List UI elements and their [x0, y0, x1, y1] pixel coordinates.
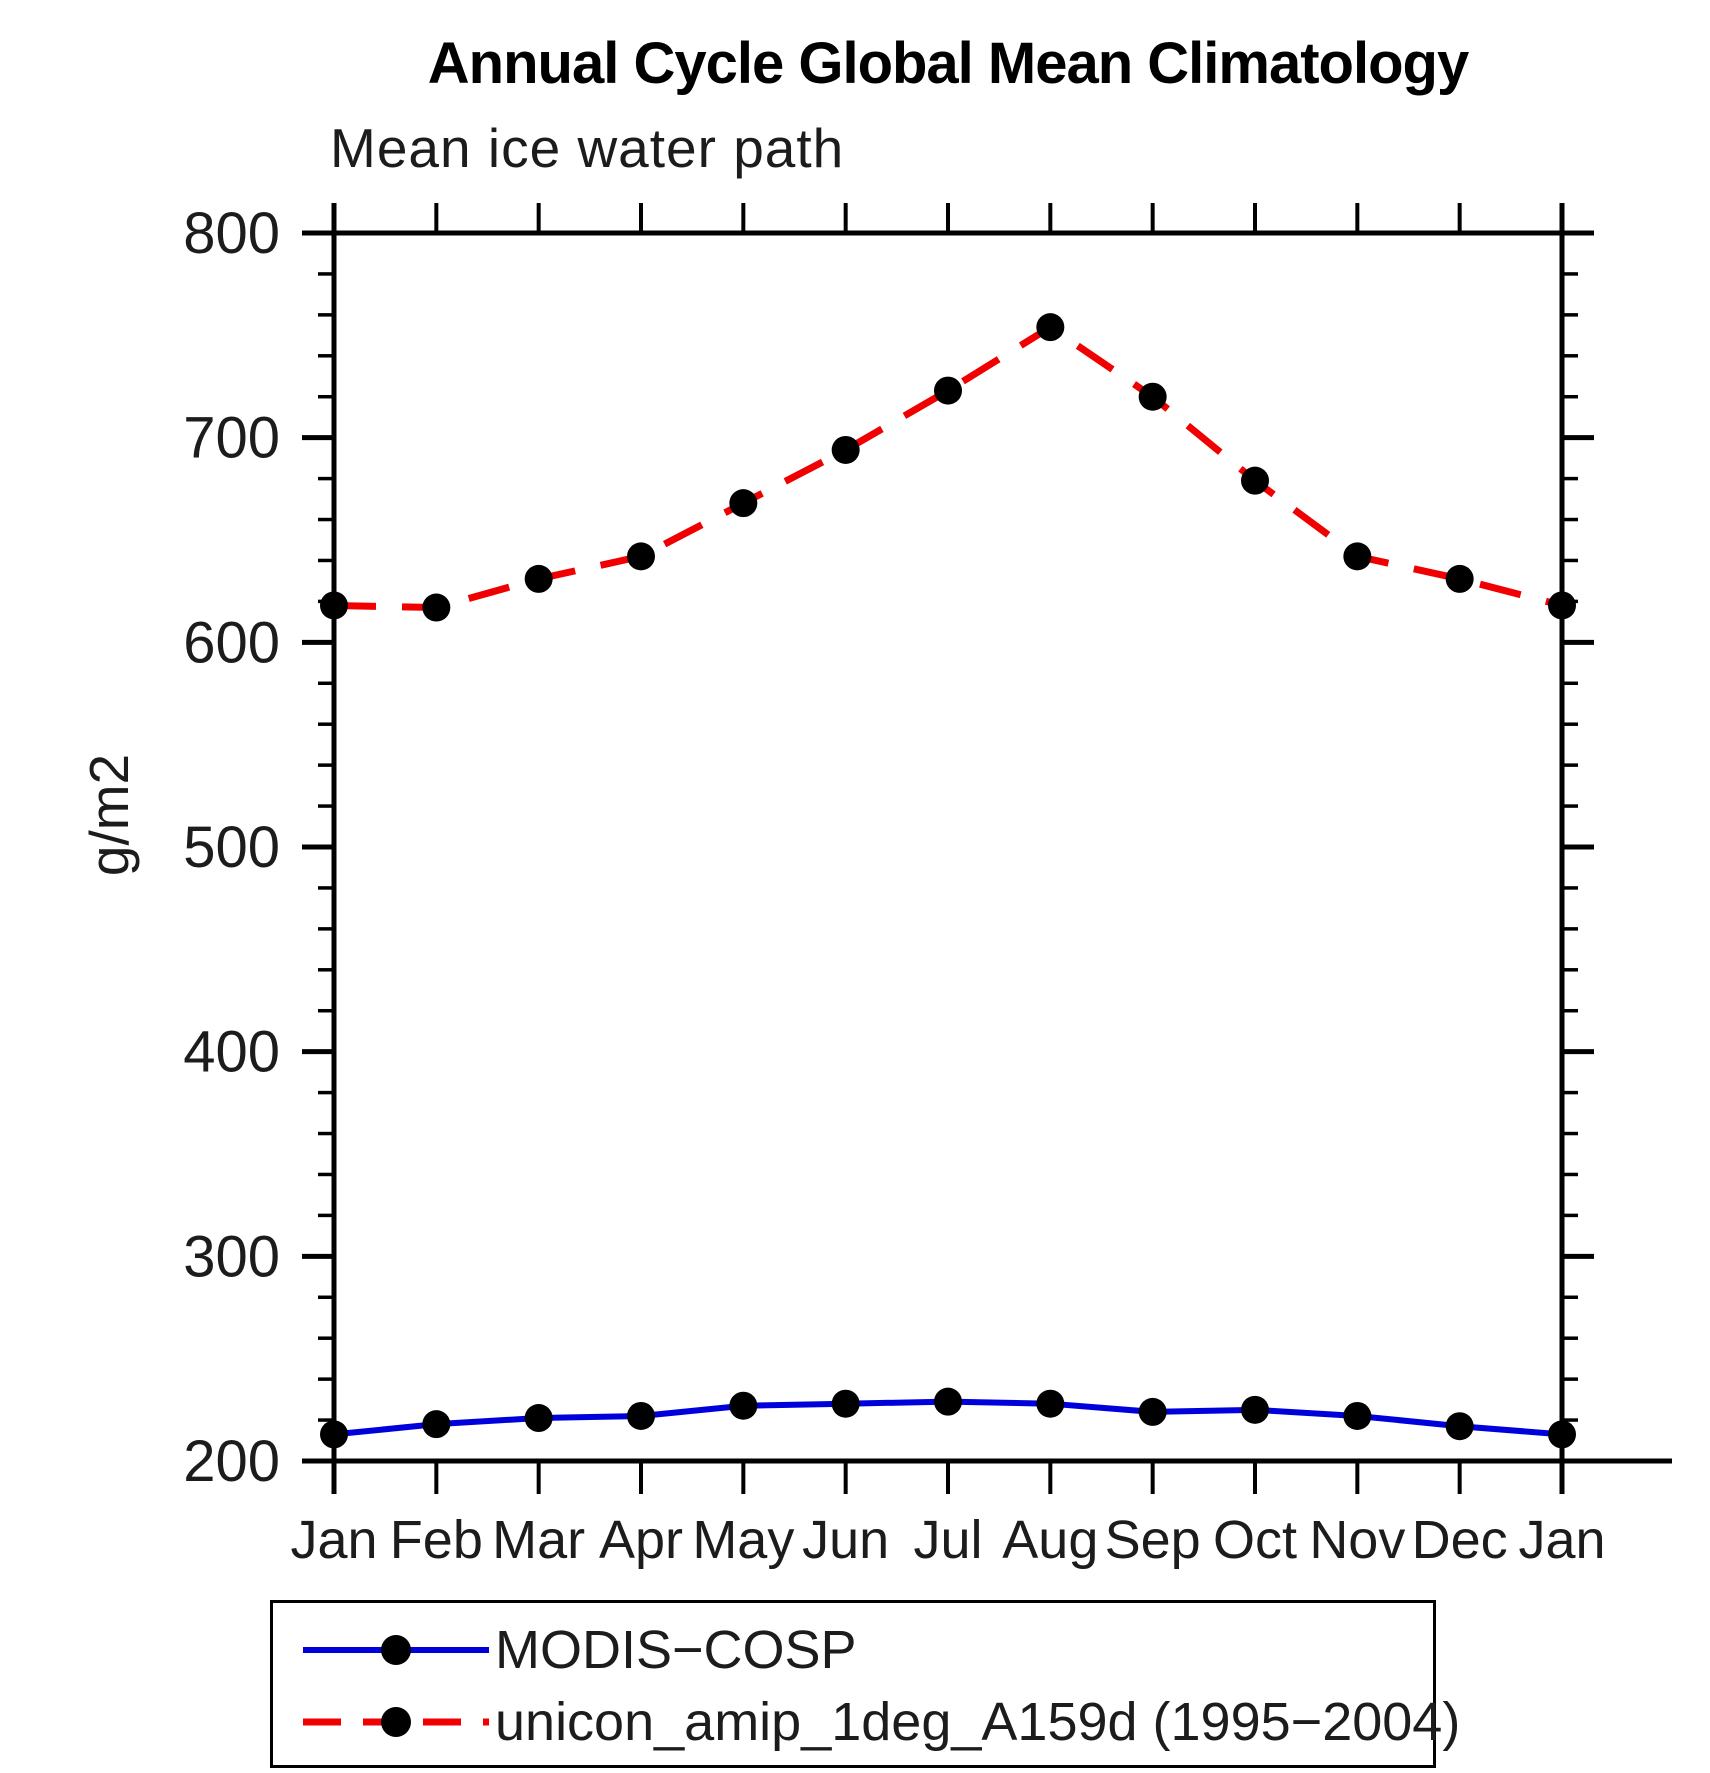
data-point-marker — [1138, 1397, 1167, 1426]
y-axis-tick-label: 200 — [183, 1429, 280, 1494]
y-axis-tick-label: 500 — [183, 815, 280, 880]
data-point-marker — [524, 564, 553, 593]
data-point-marker — [320, 1420, 348, 1449]
data-point-marker — [627, 542, 655, 571]
data-point-marker — [1241, 466, 1269, 495]
x-axis-tick-label: Jul — [913, 1510, 982, 1570]
data-point-marker — [422, 1410, 451, 1439]
data-point-marker — [1445, 564, 1474, 593]
x-axis-tick-label: Feb — [390, 1510, 483, 1570]
x-axis-tick-label: Oct — [1213, 1510, 1297, 1570]
data-point-marker — [1548, 591, 1576, 620]
x-axis-tick-label: Dec — [1412, 1510, 1508, 1570]
data-point-marker — [1241, 1395, 1269, 1424]
legend-marker-dot — [381, 1707, 411, 1737]
legend-item-unicon: unicon_amip_1deg_A159d (1995−2004) — [301, 1687, 1460, 1757]
x-axis-tick-label: Apr — [599, 1510, 683, 1570]
data-point-marker — [1548, 1420, 1576, 1449]
y-axis-tick-label: 300 — [183, 1224, 280, 1289]
data-point-marker — [422, 593, 451, 622]
data-point-marker — [1445, 1412, 1474, 1441]
x-axis-tick-label: Sep — [1105, 1510, 1201, 1570]
legend-label-modis: MODIS−COSP — [495, 1620, 857, 1680]
data-point-marker — [1343, 1401, 1372, 1430]
y-axis-tick-label: 800 — [183, 201, 280, 266]
x-axis-tick-label: Mar — [492, 1510, 585, 1570]
data-point-marker — [729, 489, 758, 518]
y-axis-tick-label: 700 — [183, 406, 280, 471]
x-axis-tick-label: May — [692, 1510, 794, 1570]
data-point-marker — [1036, 1389, 1065, 1418]
data-point-marker — [934, 376, 962, 405]
x-axis-tick-label: Jun — [802, 1510, 889, 1570]
legend-item-modis: MODIS−COSP — [301, 1615, 857, 1685]
data-point-marker — [1138, 382, 1167, 411]
x-axis-tick-label: Aug — [1002, 1510, 1098, 1570]
x-axis-tick-label: Nov — [1309, 1510, 1405, 1570]
legend-label-unicon: unicon_amip_1deg_A159d (1995−2004) — [495, 1692, 1461, 1752]
data-point-marker — [320, 591, 348, 620]
legend-sample-solid-line — [303, 1635, 489, 1665]
data-point-marker — [627, 1401, 655, 1430]
legend-sample-dashed-line — [303, 1707, 489, 1737]
legend: MODIS−COSP unicon_amip_1deg_A159d (1995−… — [270, 1600, 1460, 1768]
y-axis-title: g/m2 — [78, 754, 140, 876]
data-point-marker — [1343, 542, 1372, 571]
legend-marker-dot — [381, 1635, 411, 1665]
data-point-marker — [831, 435, 860, 464]
data-point-marker — [1036, 313, 1065, 342]
x-axis-tick-label: Jan — [1518, 1510, 1605, 1570]
y-axis-tick-label: 400 — [183, 1020, 280, 1085]
y-axis-tick-label: 600 — [183, 610, 280, 675]
data-point-marker — [524, 1404, 553, 1433]
data-point-marker — [934, 1387, 962, 1416]
data-point-marker — [831, 1389, 860, 1418]
chart-subtitle: Mean ice water path — [330, 117, 845, 179]
chart-title: Annual Cycle Global Mean Climatology — [427, 31, 1469, 96]
x-axis-tick-label: Jan — [290, 1510, 377, 1570]
unicon-series-line — [333, 322, 1563, 612]
data-point-marker — [729, 1391, 758, 1420]
